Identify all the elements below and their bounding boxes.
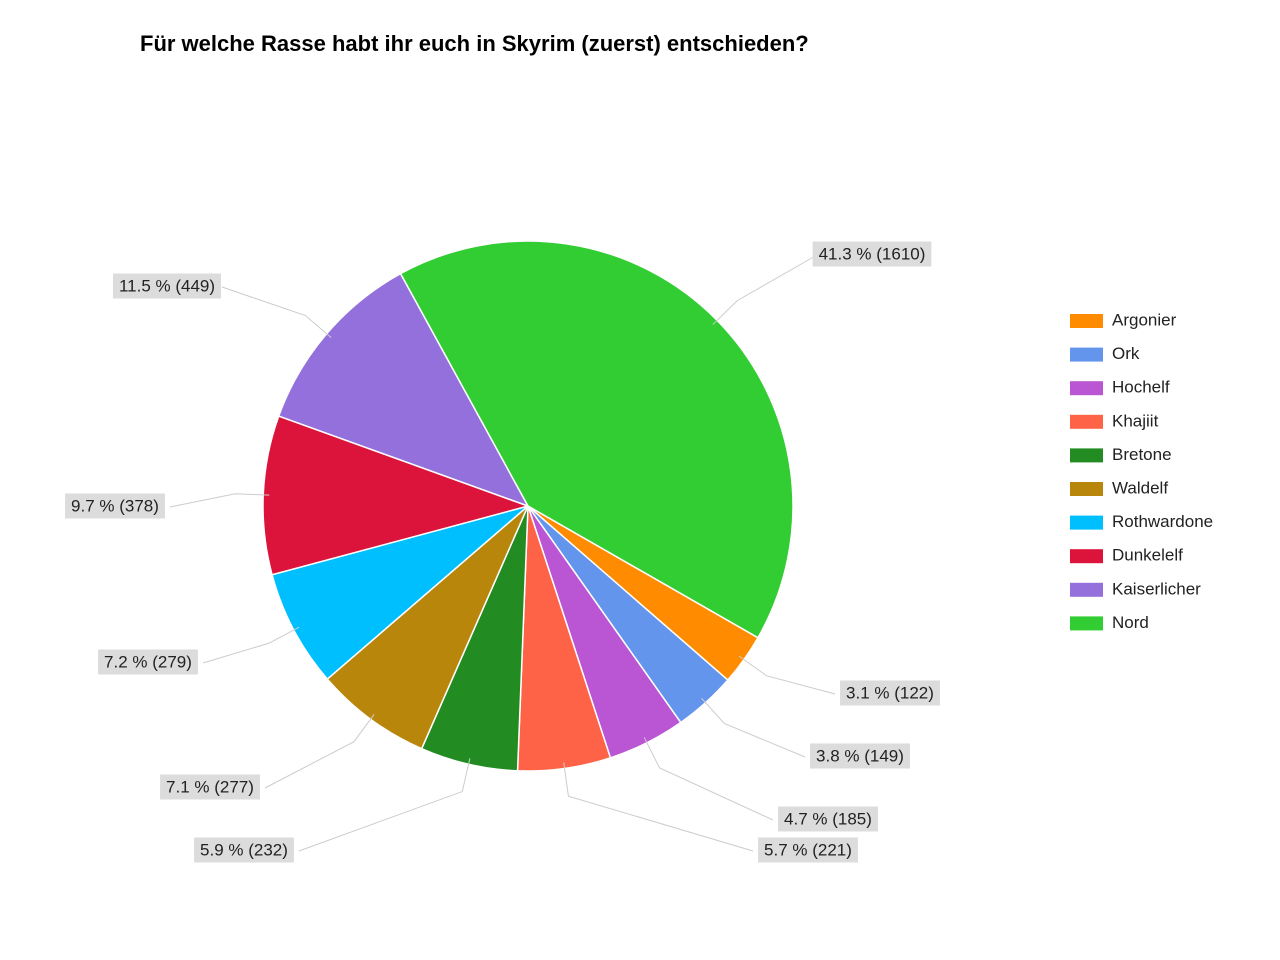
- leader-line: [738, 655, 836, 695]
- legend-swatch: [1070, 616, 1103, 631]
- legend-label: Hochelf: [1112, 378, 1170, 397]
- legend-swatch: [1070, 381, 1103, 396]
- data-label: 5.7 % (221): [764, 840, 852, 859]
- legend-swatch: [1070, 414, 1103, 429]
- data-label: 41.3 % (1610): [819, 244, 926, 263]
- data-label-bg: [812, 241, 932, 267]
- data-label: 7.2 % (279): [104, 652, 192, 671]
- data-label: 5.9 % (232): [200, 840, 288, 859]
- data-label: 3.1 % (122): [846, 683, 934, 702]
- chart-title: Für welche Rasse habt ihr euch in Skyrim…: [140, 31, 809, 56]
- data-label-bg: [98, 649, 198, 675]
- data-label-bg: [758, 837, 858, 863]
- data-label: 3.8 % (149): [816, 746, 904, 765]
- legend-swatch: [1070, 582, 1103, 597]
- data-label-bg: [112, 273, 222, 299]
- legend-swatch: [1070, 314, 1103, 328]
- data-label-bg: [65, 493, 165, 519]
- legend-label: Ork: [1112, 344, 1140, 363]
- data-label-bg: [810, 743, 910, 769]
- leader-line: [298, 758, 471, 852]
- leader-line: [701, 697, 806, 758]
- leader-line: [169, 493, 270, 508]
- legend-label: Waldelf: [1112, 478, 1168, 497]
- leader-line: [221, 286, 332, 339]
- leader-line: [643, 737, 774, 821]
- legend-label: Dunkelelf: [1112, 546, 1183, 565]
- legend-label: Nord: [1112, 613, 1149, 632]
- leader-line: [712, 254, 818, 325]
- legend-swatch: [1070, 515, 1103, 530]
- data-label: 7.1 % (277): [166, 777, 254, 796]
- legend-label: Rothwardone: [1112, 512, 1213, 531]
- legend-swatch: [1070, 448, 1103, 463]
- legend-label: Bretone: [1112, 445, 1172, 464]
- data-label: 4.7 % (185): [784, 809, 872, 828]
- legend-swatch: [1070, 347, 1103, 362]
- data-label-bg: [160, 774, 260, 800]
- data-label-bg: [778, 806, 878, 832]
- legend-label: Khajiit: [1112, 411, 1159, 430]
- data-label-bg: [194, 837, 294, 863]
- legend-label: Argonier: [1112, 310, 1177, 329]
- data-label-bg: [840, 680, 940, 706]
- leader-line: [202, 626, 300, 664]
- data-label: 9.7 % (378): [71, 496, 159, 515]
- legend-swatch: [1070, 482, 1103, 496]
- leader-line: [264, 714, 375, 789]
- leader-line: [563, 762, 754, 852]
- data-label: 11.5 % (449): [119, 276, 215, 295]
- legend-swatch: [1070, 549, 1103, 564]
- legend-label: Kaiserlicher: [1112, 579, 1201, 598]
